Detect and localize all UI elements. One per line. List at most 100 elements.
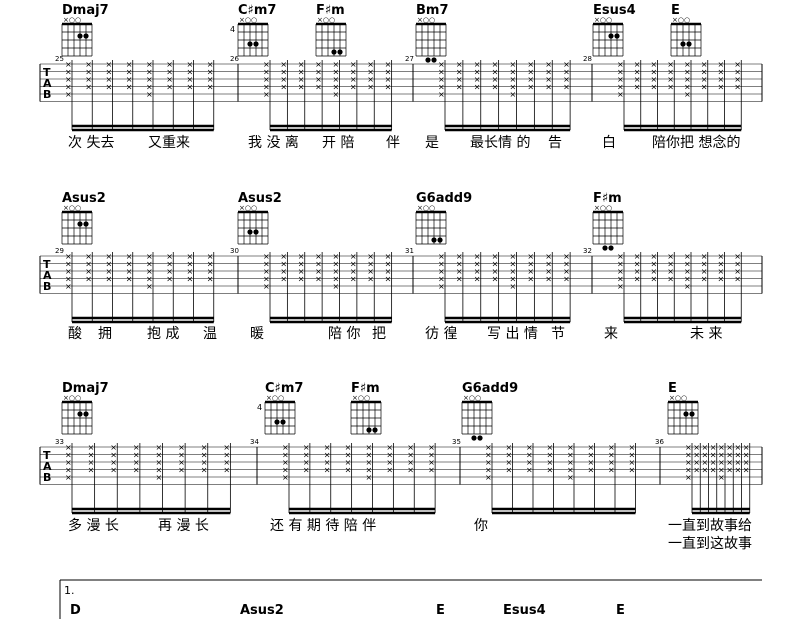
note: × xyxy=(385,267,392,276)
lyric: 白 xyxy=(602,135,616,151)
note: × xyxy=(298,260,305,269)
note: × xyxy=(617,260,624,269)
note: × xyxy=(207,260,214,269)
note: × xyxy=(527,60,534,69)
note: × xyxy=(667,83,674,92)
note: × xyxy=(718,267,725,276)
note: × xyxy=(315,260,322,269)
note: × xyxy=(701,252,708,261)
note: × xyxy=(685,473,692,482)
finger-dot xyxy=(274,419,280,425)
measure-number: 33 xyxy=(55,438,64,446)
note: × xyxy=(106,60,113,69)
note: × xyxy=(718,473,725,482)
note: × xyxy=(407,466,414,475)
tab-letter: B xyxy=(43,280,51,293)
note: × xyxy=(263,282,270,291)
lyric: 你 xyxy=(474,518,488,534)
note: × xyxy=(563,267,570,276)
note: × xyxy=(710,458,717,467)
chord-muting: ×○○ xyxy=(417,204,435,212)
note: × xyxy=(201,451,208,460)
note: × xyxy=(684,90,691,99)
note: × xyxy=(333,83,340,92)
note: × xyxy=(386,466,393,475)
note: × xyxy=(438,75,445,84)
note: × xyxy=(350,60,357,69)
chord-muting: ×○○ xyxy=(239,204,257,212)
note: × xyxy=(734,75,741,84)
note: × xyxy=(617,90,624,99)
chord-muting: ×○○ xyxy=(63,204,81,212)
note: × xyxy=(608,466,615,475)
note: × xyxy=(474,68,481,77)
note: × xyxy=(634,267,641,276)
note: × xyxy=(333,267,340,276)
note: × xyxy=(545,83,552,92)
note: × xyxy=(718,60,725,69)
note: × xyxy=(65,68,72,77)
note: × xyxy=(207,252,214,261)
note: × xyxy=(734,267,741,276)
measure-number: 34 xyxy=(250,438,259,446)
note: × xyxy=(563,252,570,261)
note: × xyxy=(333,275,340,284)
finger-dot xyxy=(608,33,614,39)
note: × xyxy=(178,451,185,460)
note: × xyxy=(282,443,289,452)
finger-dot xyxy=(477,435,483,441)
measure-number: 31 xyxy=(405,247,414,255)
note: × xyxy=(545,60,552,69)
note: × xyxy=(407,443,414,452)
note: × xyxy=(617,60,624,69)
note: × xyxy=(734,252,741,261)
finger-dot xyxy=(247,41,253,47)
finger-dot xyxy=(425,57,431,63)
note: × xyxy=(366,458,373,467)
lyric: 还 有 期 待 陪 伴 xyxy=(270,518,376,534)
note: × xyxy=(280,60,287,69)
measure-number: 30 xyxy=(230,247,239,255)
note: × xyxy=(106,252,113,261)
note: × xyxy=(156,473,163,482)
chord-name: D xyxy=(70,603,81,618)
note: × xyxy=(617,83,624,92)
note: × xyxy=(629,458,636,467)
note: × xyxy=(146,60,153,69)
note: × xyxy=(608,458,615,467)
note: × xyxy=(506,466,513,475)
note: × xyxy=(629,443,636,452)
lyric: 酸 xyxy=(68,326,82,342)
note: × xyxy=(65,252,72,261)
note: × xyxy=(547,458,554,467)
note: × xyxy=(350,75,357,84)
note: × xyxy=(263,83,270,92)
note: × xyxy=(718,458,725,467)
note: × xyxy=(106,275,113,284)
note: × xyxy=(324,458,331,467)
note: × xyxy=(187,275,194,284)
note: × xyxy=(629,466,636,475)
tab-letter: T xyxy=(43,258,51,271)
chord-name: E xyxy=(668,381,677,396)
note: × xyxy=(65,260,72,269)
note: × xyxy=(718,275,725,284)
note: × xyxy=(298,275,305,284)
note: × xyxy=(438,282,445,291)
note: × xyxy=(510,267,517,276)
note: × xyxy=(651,75,658,84)
finger-dot xyxy=(331,49,337,55)
note: × xyxy=(133,458,140,467)
note: × xyxy=(545,68,552,77)
lyric: 节 xyxy=(551,326,565,342)
note: × xyxy=(456,60,463,69)
note: × xyxy=(474,260,481,269)
note: × xyxy=(156,466,163,475)
note: × xyxy=(485,451,492,460)
note: × xyxy=(88,466,95,475)
note: × xyxy=(166,252,173,261)
lyric: 暖 xyxy=(250,326,264,342)
note: × xyxy=(456,260,463,269)
note: × xyxy=(201,458,208,467)
note: × xyxy=(702,466,709,475)
